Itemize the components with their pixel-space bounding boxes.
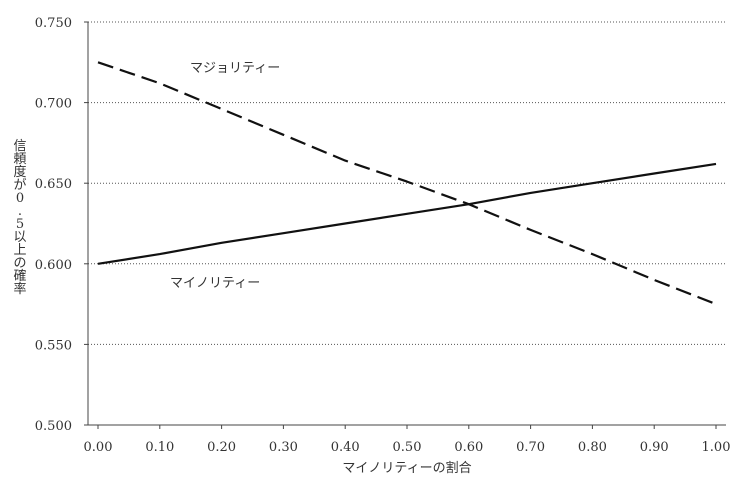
- x-tick-label: 0.00: [84, 440, 113, 455]
- x-tick-labels: 0.00 0.10 0.20 0.30 0.40 0.50 0.60 0.70 0.80 0.90…: [84, 425, 731, 455]
- y-axis-title-char: 率: [13, 281, 26, 297]
- y-axis-title-char: .: [18, 204, 22, 219]
- series-line-minority: [97, 162, 717, 265]
- y-tick-label: 0.700: [35, 97, 72, 112]
- x-tick-label: 0.50: [393, 440, 422, 455]
- series-label-minority: マイノリティー: [170, 276, 260, 291]
- y-axis-title-char: 以: [13, 230, 26, 245]
- x-tick-label: 0.80: [578, 440, 607, 455]
- y-tick-label: 0.650: [35, 177, 72, 192]
- y-axis-title-char: の: [13, 256, 26, 271]
- y-axis-title-char: 頼: [13, 152, 26, 167]
- y-axis-title-char: 度: [13, 164, 26, 180]
- y-tick-label: 0.600: [35, 258, 72, 273]
- y-tick-label: 0.500: [35, 419, 72, 434]
- y-axis-title-char: 0: [16, 191, 24, 206]
- x-tick-label: 0.60: [454, 440, 483, 455]
- grid-lines: [84, 21, 726, 426]
- y-tick-labels: 0.500 0.550 0.600 0.650 0.700 0.750: [35, 16, 72, 434]
- series-lines: [97, 61, 717, 306]
- y-axis-title-char: 確: [13, 268, 26, 284]
- x-tick-label: 0.20: [207, 440, 236, 455]
- series-line-majority: [97, 61, 717, 306]
- series-labels: マジョリティー マイノリティー: [170, 61, 280, 291]
- x-tick-label: 0.30: [269, 440, 298, 455]
- y-tick-label: 0.550: [35, 338, 72, 353]
- x-tick-label: 0.70: [516, 440, 545, 455]
- y-axis-title-char: 信: [13, 139, 26, 154]
- x-tick-label: 1.00: [702, 440, 731, 455]
- y-axis-title-char: 5: [16, 217, 24, 232]
- x-tick-label: 0.90: [640, 440, 669, 455]
- y-axis-title-char: が: [13, 178, 26, 193]
- axes: [87, 22, 726, 426]
- series-label-majority: マジョリティー: [190, 61, 280, 76]
- x-tick-label: 0.10: [145, 440, 174, 455]
- y-tick-label: 0.750: [35, 16, 72, 31]
- x-tick-label: 0.40: [331, 440, 360, 455]
- x-axis-title: マイノリティーの割合: [342, 460, 471, 476]
- y-axis-title-char: 上: [13, 243, 26, 258]
